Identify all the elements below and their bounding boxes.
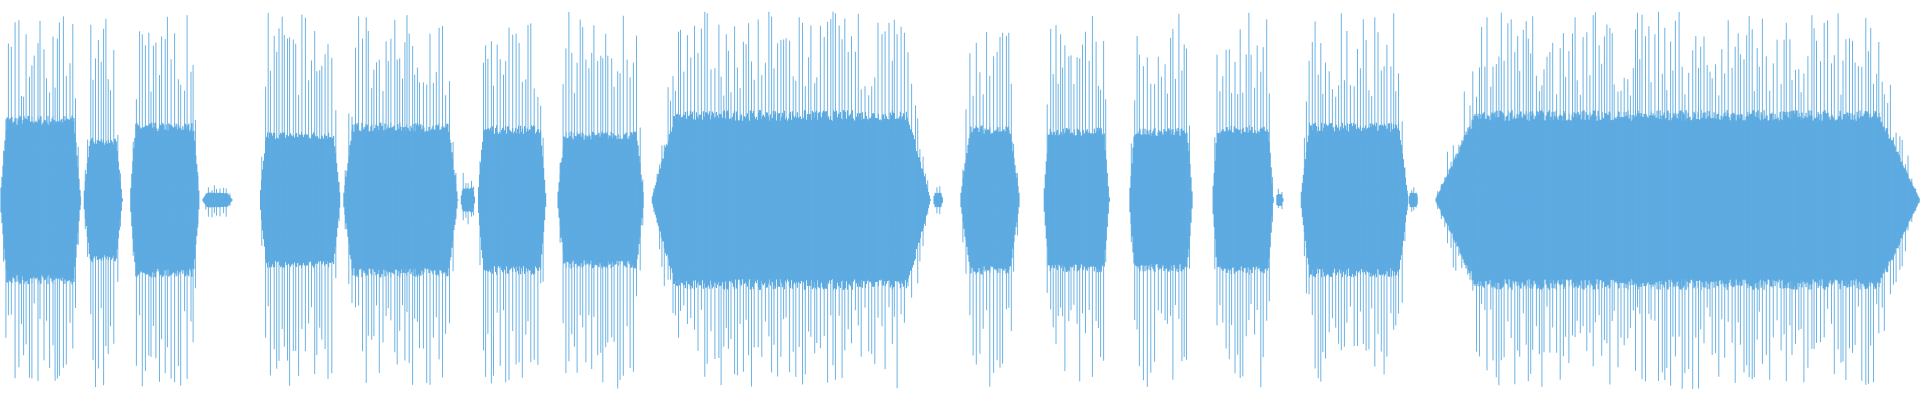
waveform-peaks bbox=[3, 11, 1920, 389]
waveform-path bbox=[3, 11, 1920, 389]
